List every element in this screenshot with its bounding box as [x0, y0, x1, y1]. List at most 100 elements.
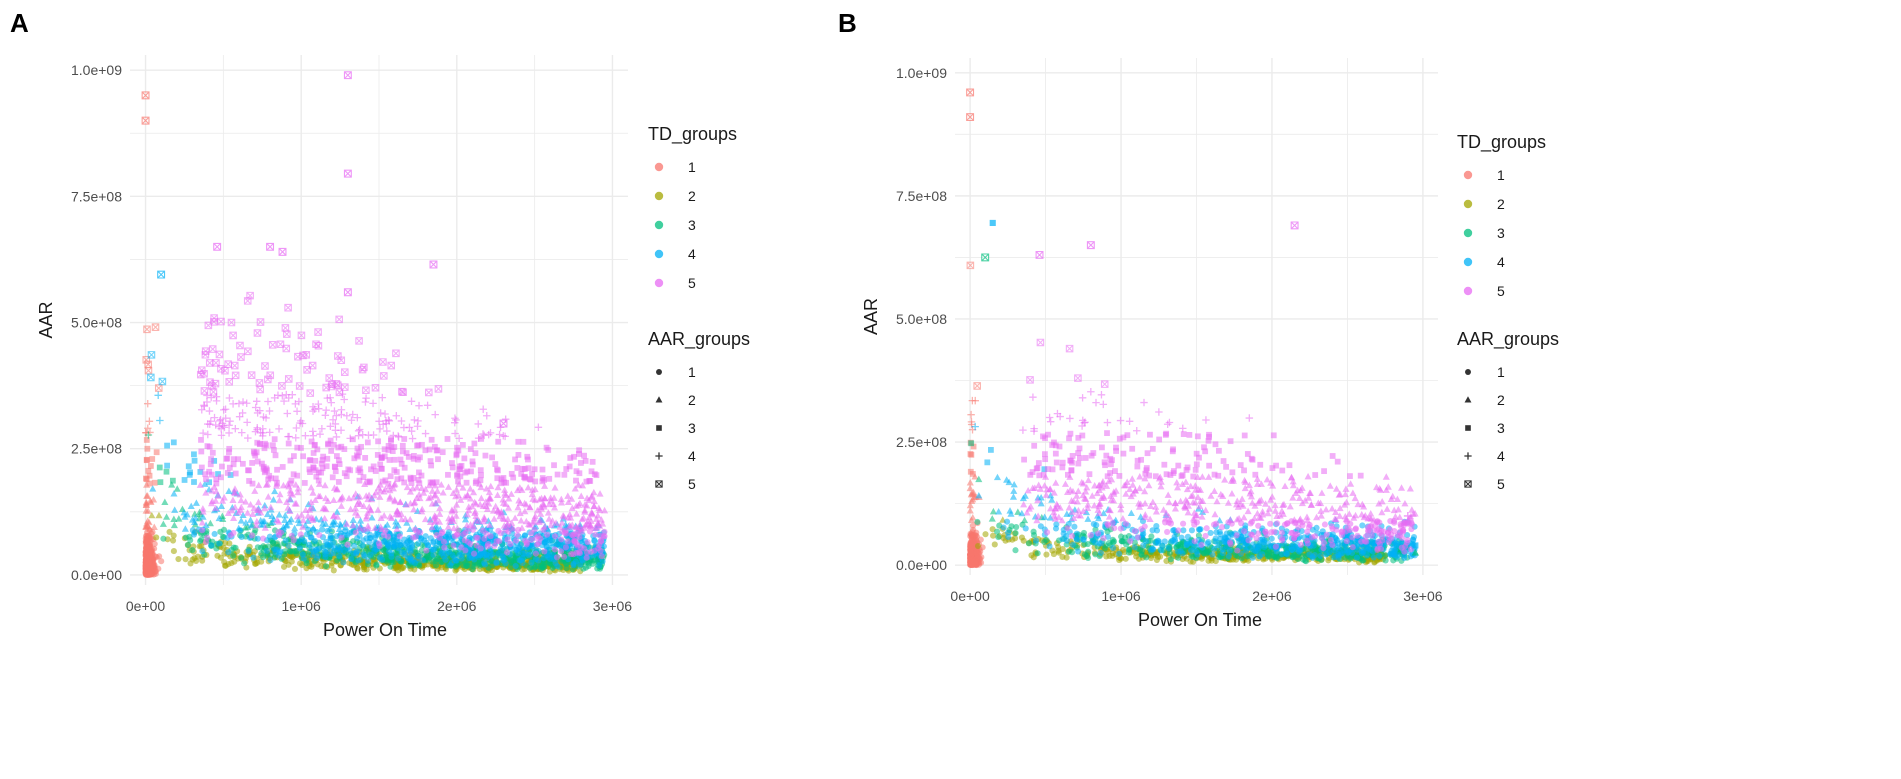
data-point: [583, 549, 591, 556]
data-point: [532, 478, 539, 485]
data-point: [145, 417, 154, 426]
data-point: [284, 375, 293, 383]
data-point: [247, 521, 255, 529]
data-point: [358, 443, 364, 450]
data-point: [474, 420, 482, 428]
data-point: [340, 548, 348, 555]
data-point: [562, 544, 569, 551]
data-point: [360, 526, 367, 533]
data-point: [313, 546, 320, 553]
data-point: [205, 407, 214, 415]
data-point: [573, 477, 579, 484]
data-point: [460, 442, 466, 448]
data-point: [524, 483, 532, 491]
data-point: [532, 563, 539, 570]
data-point: [462, 469, 469, 476]
data-point: [385, 480, 392, 487]
data-point: [460, 531, 467, 538]
data-point: [414, 442, 420, 449]
data-point: [294, 516, 302, 523]
data-point: [419, 557, 426, 564]
data-point: [285, 440, 292, 447]
data-point: [203, 476, 209, 483]
data-point: [564, 492, 572, 499]
data-point: [264, 467, 270, 474]
data-point: [444, 483, 453, 490]
data-point: [143, 456, 150, 463]
data-point: [352, 529, 359, 536]
data-point: [209, 449, 216, 456]
data-point: [226, 540, 233, 547]
data-point: [425, 388, 433, 397]
y-tick-label: 5.0e+08: [71, 315, 122, 331]
data-point: [415, 401, 423, 410]
data-point: [330, 496, 338, 504]
data-point: [217, 502, 226, 510]
data-point: [401, 464, 408, 471]
data-point: [175, 555, 182, 563]
data-point: [166, 528, 173, 535]
data-point: [330, 567, 337, 574]
data-point: [250, 448, 257, 455]
data-point: [332, 468, 339, 475]
data-point: [337, 426, 345, 435]
data-point: [321, 411, 330, 420]
data-point: [1043, 551, 1050, 558]
legend-key-td: [654, 220, 664, 230]
data-point: [362, 394, 370, 402]
data-point: [982, 531, 989, 538]
data-point: [143, 475, 149, 482]
data-point: [269, 442, 276, 449]
data-point: [292, 424, 301, 432]
data-point: [199, 527, 206, 534]
data-point: [208, 456, 214, 462]
data-point: [275, 496, 284, 504]
data-point: [1121, 534, 1129, 541]
data-point: [169, 537, 177, 544]
data-point: [181, 477, 188, 483]
data-point: [149, 456, 156, 462]
data-point: [526, 551, 533, 558]
data-point: [1034, 550, 1041, 557]
data-point: [319, 526, 326, 533]
data-point: [147, 571, 154, 578]
data-point: [522, 550, 529, 557]
data-point: [199, 513, 207, 520]
data-point: [160, 535, 167, 542]
data-point: [551, 546, 558, 553]
data-point: [380, 531, 388, 538]
data-point: [221, 562, 229, 569]
data-point: [223, 455, 230, 462]
data-point: [463, 479, 470, 486]
data-point: [563, 564, 570, 572]
data-point: [244, 347, 252, 356]
data-point: [220, 526, 228, 533]
data-point: [340, 395, 348, 404]
data-point: [535, 557, 542, 564]
data-point: [581, 452, 587, 459]
data-point: [410, 505, 418, 513]
data-point: [445, 471, 451, 478]
data-point: [379, 358, 387, 366]
data-point: [354, 548, 361, 555]
legend-title-aar: AAR_groups: [648, 329, 750, 350]
data-point: [514, 465, 521, 471]
data-point: [355, 337, 363, 345]
data-point: [143, 437, 150, 443]
data-point: [967, 410, 975, 419]
data-point: [1020, 537, 1027, 544]
data-point: [227, 532, 234, 539]
legend-label-aar: 1: [688, 364, 696, 380]
legend-label-aar: 2: [688, 392, 696, 408]
data-point: [434, 385, 443, 393]
data-point: [484, 430, 493, 439]
data-point: [466, 485, 474, 492]
data-point: [489, 551, 496, 558]
data-point: [263, 547, 270, 554]
data-point: [236, 341, 244, 350]
data-point: [268, 475, 274, 482]
data-point: [225, 378, 234, 386]
legend-key-td: [654, 162, 664, 172]
data-point: [450, 542, 457, 549]
data-point: [364, 557, 372, 564]
